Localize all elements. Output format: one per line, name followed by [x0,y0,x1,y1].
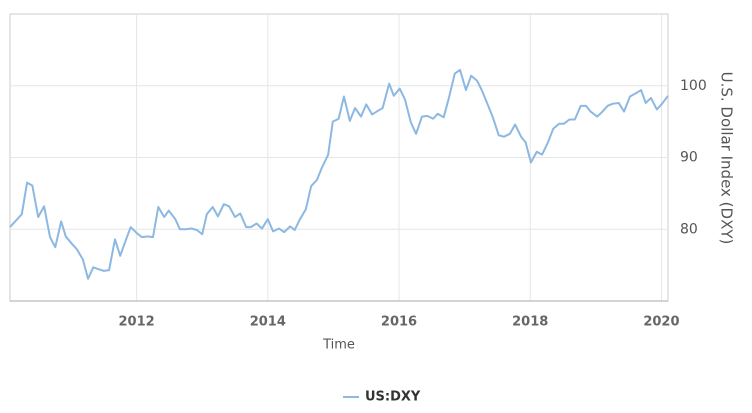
x-tick-label: 2020 [643,315,679,330]
x-tick-label: 2014 [250,315,286,330]
x-axis-title: Time [322,338,355,353]
legend-label[interactable]: US:DXY [365,390,421,405]
data-line [9,68,669,280]
x-tick-label: 2012 [119,315,155,330]
y-tick-label: 100 [680,78,707,94]
x-tick-label: 2018 [512,315,548,330]
y-tick-label: 80 [680,221,698,237]
y-axis-title: U.S. Dollar Index (DXY) [718,72,736,245]
y-tick-label: 90 [680,150,698,166]
x-tick-label: 2016 [381,315,417,330]
